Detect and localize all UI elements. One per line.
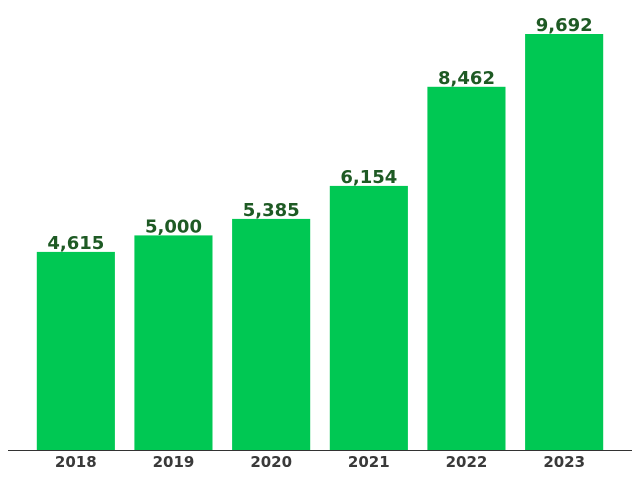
value-label-2020: 5,385 [243, 200, 300, 221]
bars-layer [36, 34, 604, 451]
value-label-2023: 9,692 [536, 15, 593, 36]
bar-2023 [525, 34, 604, 450]
x-tick-label-2022: 2022 [446, 453, 488, 471]
x-tick-label-2019: 2019 [153, 453, 195, 471]
value-labels-layer: 4,615 5,000 5,385 6,154 8,462 9,692 [47, 15, 592, 254]
value-label-2019: 5,000 [145, 216, 202, 237]
bar-2019 [134, 235, 213, 450]
value-label-2018: 4,615 [47, 233, 104, 254]
value-label-2022: 8,462 [438, 68, 495, 89]
x-tick-labels-layer: 2018 2019 2020 2021 2022 2023 [55, 453, 585, 471]
x-tick-label-2023: 2023 [543, 453, 585, 471]
x-tick-label-2021: 2021 [348, 453, 390, 471]
x-tick-label-2020: 2020 [250, 453, 292, 471]
bar-2020 [232, 218, 311, 450]
bar-2018 [36, 251, 115, 450]
x-tick-label-2018: 2018 [55, 453, 97, 471]
bar-2021 [329, 185, 408, 450]
value-label-2021: 6,154 [340, 167, 397, 188]
bar-2022 [427, 86, 506, 451]
